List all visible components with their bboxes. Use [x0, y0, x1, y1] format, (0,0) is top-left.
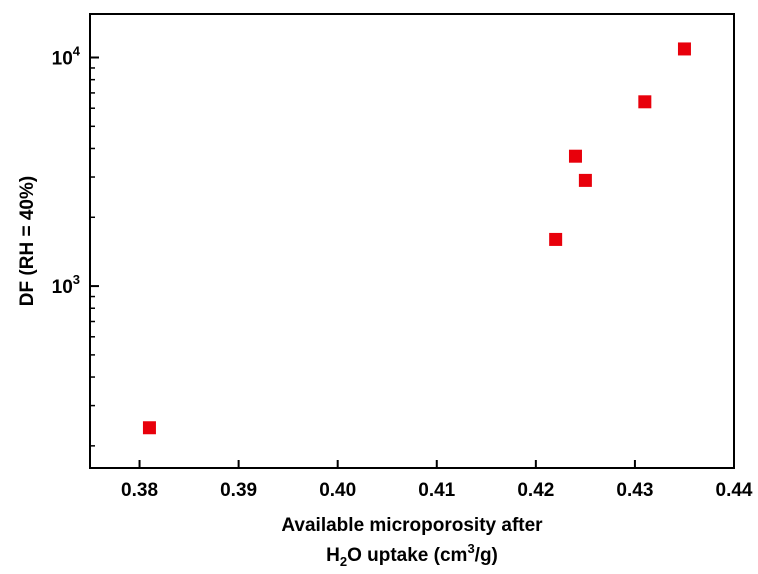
data-point	[578, 173, 592, 187]
plot-frame	[89, 13, 735, 469]
x-tick-label: 0.38	[121, 480, 158, 501]
x-title-part-o: O uptake (cm	[347, 545, 467, 566]
x-tick-label: 0.43	[616, 480, 653, 501]
x-tick-label: 0.44	[716, 480, 753, 501]
y-tick-label: 103	[52, 272, 80, 298]
x-tick-label: 0.42	[517, 480, 554, 501]
x-title-part-h: H	[326, 545, 340, 566]
data-point	[677, 42, 691, 56]
y-tick-label: 104	[52, 44, 81, 70]
x-tick-label: 0.39	[220, 480, 257, 501]
data-points	[142, 42, 691, 435]
y-tick-exponent: 3	[73, 272, 80, 287]
x-title-sub-2: 2	[340, 554, 347, 569]
x-title-part-g: /g)	[475, 545, 498, 566]
x-axis-title-line1: Available microporosity after	[281, 515, 543, 536]
y-tick-exponent: 4	[73, 44, 81, 59]
x-tick-label: 0.40	[319, 480, 356, 501]
data-point	[638, 95, 652, 109]
y-tick-base: 10	[52, 49, 73, 70]
y-tick-base: 10	[52, 277, 73, 298]
data-point	[568, 149, 582, 163]
axis-major-ticks	[90, 56, 735, 468]
data-point	[549, 232, 563, 246]
x-tick-labels: 0.38 0.39 0.40 0.41 0.42 0.43 0.44	[121, 480, 753, 501]
data-point	[142, 421, 156, 435]
x-axis-title-line2: H2O uptake (cm3/g)	[326, 541, 498, 569]
x-title-sup-3: 3	[467, 541, 474, 556]
y-axis-title: DF (RH = 40%)	[17, 176, 38, 306]
x-tick-label: 0.41	[418, 480, 455, 501]
